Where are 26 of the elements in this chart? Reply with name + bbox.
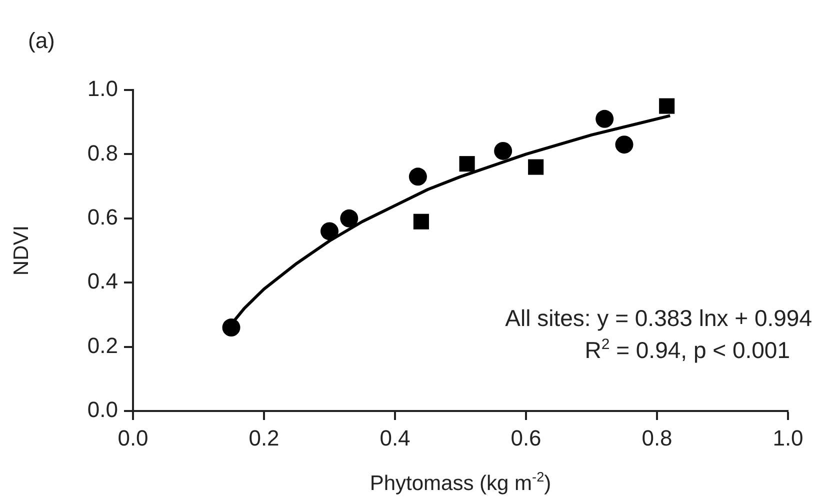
point xyxy=(659,98,675,114)
x-tick-label: 1.0 xyxy=(772,425,804,450)
x-tick-label: 0.0 xyxy=(118,425,148,450)
y-tick-label: 0.8 xyxy=(87,140,118,166)
y-tick-label: 1.0 xyxy=(87,76,118,102)
y-tick-label: 0.4 xyxy=(87,268,118,294)
x-tick-label: 0.6 xyxy=(510,425,542,450)
point xyxy=(408,168,427,186)
point xyxy=(413,214,429,230)
point xyxy=(340,209,358,228)
point xyxy=(320,222,338,240)
x-tick-label: 0.2 xyxy=(248,425,280,450)
point xyxy=(459,156,475,172)
point xyxy=(494,142,512,160)
point xyxy=(222,318,240,337)
y-tick-label: 0.0 xyxy=(87,397,118,422)
chart-title: (a) xyxy=(28,28,55,53)
point xyxy=(528,159,544,175)
y-tick-label: 0.2 xyxy=(87,332,118,358)
point xyxy=(596,110,614,128)
x-tick-label: 0.8 xyxy=(642,425,672,450)
annotation: All sites: y = 0.383 lnx + 0.994 xyxy=(505,305,812,331)
y-tick-label: 0.6 xyxy=(87,204,118,230)
x-tick-label: 0.4 xyxy=(380,425,410,450)
y-axis-title: NDVI xyxy=(10,225,33,276)
point xyxy=(615,136,634,154)
